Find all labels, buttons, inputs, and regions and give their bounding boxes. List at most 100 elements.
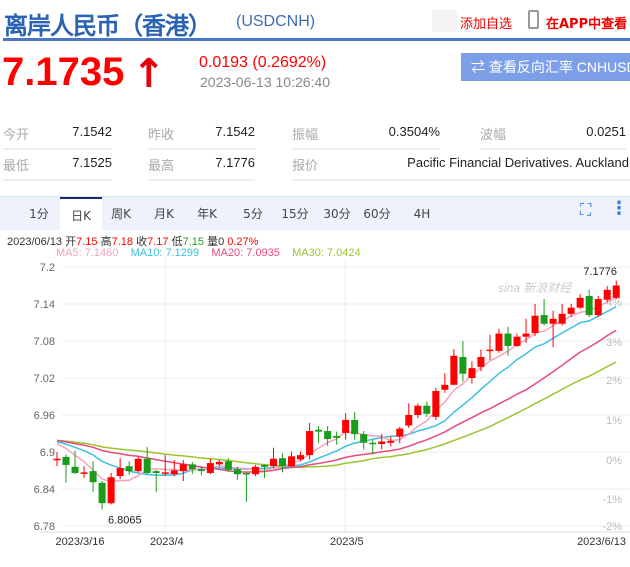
candle-body: [188, 464, 196, 470]
close-label: 收: [136, 236, 148, 248]
y-tick-label: 7.14: [34, 299, 55, 311]
candle-body: [260, 464, 268, 467]
stat-label: 昨收: [148, 128, 175, 143]
tab-8[interactable]: 60分: [363, 207, 391, 221]
candle-body: [306, 431, 314, 456]
candle-body: [251, 466, 259, 475]
open-value: 7.15: [76, 236, 98, 248]
fullscreen-icon[interactable]: ⛶: [580, 200, 592, 219]
tab-1[interactable]: 日K: [60, 197, 102, 231]
candle-body: [432, 390, 440, 417]
candle-body: [98, 482, 106, 504]
candle-body: [62, 456, 70, 465]
candle-body: [224, 461, 232, 470]
ma20-label: MA20: 7.0935: [211, 247, 280, 259]
candle-body: [161, 472, 169, 474]
candle-body: [125, 466, 133, 472]
candle-body: [179, 464, 187, 472]
candle-body: [279, 458, 286, 467]
tab-9[interactable]: 4H: [413, 207, 431, 221]
tab-6[interactable]: 15分: [281, 207, 309, 221]
x-tick-label: 2023/4: [150, 536, 184, 548]
y-tick-label: 7.08: [34, 336, 55, 348]
tab-5[interactable]: 5分: [243, 207, 263, 221]
ma10-label: MA10: 7.1299: [130, 247, 200, 259]
candle-body: [107, 477, 115, 504]
add-favorite-link[interactable]: 添加自选: [460, 17, 513, 32]
ma30-label: MA30: 7.0424: [292, 247, 361, 259]
pct-tick-label: 0%: [606, 455, 622, 467]
candle-body: [360, 434, 368, 443]
candle-body: [387, 440, 395, 443]
pct-tick-label: -2%: [602, 521, 622, 533]
tab-7[interactable]: 30分: [323, 207, 351, 221]
candle-body: [297, 455, 305, 460]
candle-body: [80, 472, 88, 474]
x-tick-label: 2023/6/13: [577, 536, 626, 548]
candle-body: [558, 313, 566, 324]
candle-body: [215, 461, 223, 465]
candle-body: [576, 297, 584, 308]
candle-body: [206, 463, 214, 473]
candle-body: [315, 429, 323, 432]
candle-body: [288, 456, 296, 467]
high-value: 7.18: [111, 236, 134, 248]
candle-body: [423, 405, 431, 414]
view-in-app-link[interactable]: 在APP中查看: [546, 17, 628, 32]
sina-watermark: sina 新浪财经: [498, 281, 573, 295]
candle-body: [53, 458, 61, 461]
pct-tick-label: 2%: [606, 375, 622, 387]
pct-tick-label: -1%: [602, 494, 622, 506]
candle-body: [531, 315, 539, 333]
tab-0[interactable]: 1分: [29, 207, 49, 221]
stat-label: 最高: [148, 159, 175, 174]
low-value: 7.15: [182, 236, 204, 248]
stat-label: 报价: [292, 159, 319, 174]
stat-value: 0.0251: [586, 124, 626, 139]
current-price: 7.1735: [2, 50, 125, 94]
candle-body: [170, 470, 178, 475]
volume-value: 0: [218, 236, 225, 248]
candle-body: [89, 471, 97, 483]
volume-label: 量: [207, 236, 219, 248]
kline-chart[interactable]: 7.2 7.14 7.08 7.02 6.96 6.9 6.84 6.78 4% 3% 2% 1% 0%…: [0, 258, 630, 558]
candle-body: [468, 368, 476, 378]
y-tick-label: 6.84: [34, 484, 55, 496]
candle-body: [585, 295, 593, 316]
stat-underline: [480, 148, 626, 150]
candle-body: [396, 428, 404, 437]
more-vertical-icon[interactable]: ⋮: [610, 198, 628, 219]
header-divider: [3, 38, 630, 41]
stat-value: 7.1776: [215, 155, 255, 170]
favorite-icon-placeholder: [432, 10, 458, 32]
page-title: 离岸人民币（香港）: [4, 12, 212, 40]
quote-timestamp: 2023-06-13 10:26:40: [200, 74, 330, 90]
candle-body: [378, 441, 386, 444]
stat-label: 最低: [3, 159, 30, 174]
tab-3[interactable]: 月K: [154, 207, 174, 221]
candle-body: [450, 355, 458, 385]
stat-underline: [3, 179, 112, 181]
candle-body: [477, 357, 485, 367]
low-label: 低: [171, 236, 183, 248]
tab-2[interactable]: 周K: [111, 207, 131, 221]
period-tabs: 1分 日K 周K 月K 年K 5分 15分 30分 60分 4H: [0, 196, 630, 231]
candle-body: [612, 285, 620, 298]
y-tick-label: 6.78: [34, 521, 55, 533]
candle-body: [495, 333, 503, 351]
candle-body: [594, 299, 602, 316]
price-change: 0.0193 (0.2692%): [199, 54, 327, 71]
stat-underline: [3, 148, 112, 150]
y-tick-label: 6.96: [34, 410, 55, 422]
tab-4[interactable]: 年K: [197, 207, 217, 221]
stat-label: 振幅: [292, 128, 319, 143]
candle-body: [441, 384, 449, 390]
change-pct: 0.27%: [227, 236, 259, 248]
candle-body: [134, 458, 142, 472]
candle-body: [233, 469, 241, 475]
candle-body: [549, 318, 557, 324]
reverse-rate-button[interactable]: ⇄ 查看反向汇率 CNHUSD: [461, 53, 630, 81]
candle-body: [197, 469, 205, 472]
candle-body: [504, 333, 512, 346]
candle-body: [603, 289, 611, 300]
